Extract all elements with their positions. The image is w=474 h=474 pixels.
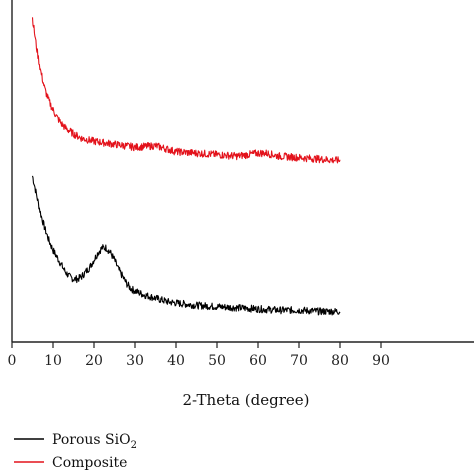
x-tick-label-30: 30 <box>126 353 144 369</box>
x-ticks: 0 10 20 30 40 50 60 70 80 90 <box>8 342 390 369</box>
x-tick-label-50: 50 <box>208 353 226 369</box>
x-tick-label-10: 10 <box>44 353 62 369</box>
x-tick-label-20: 20 <box>85 353 103 369</box>
legend: Porous SiO2 Composite <box>14 432 137 471</box>
x-tick-label-40: 40 <box>167 353 185 369</box>
legend-label-porous-sio2: Porous SiO2 <box>52 432 137 451</box>
series-group <box>31 17 341 316</box>
x-tick-label-0: 0 <box>8 353 17 369</box>
legend-label-porous-sio2-subscript: 2 <box>131 440 137 451</box>
legend-item-composite: Composite <box>14 455 127 471</box>
x-axis-title: 2-Theta (degree) <box>182 391 309 409</box>
series-line-composite <box>31 17 341 164</box>
plot-frame <box>11 0 474 343</box>
legend-item-porous-sio2: Porous SiO2 <box>14 432 137 451</box>
legend-label-composite: Composite <box>52 455 127 471</box>
legend-label-porous-sio2-main: Porous SiO <box>52 432 131 448</box>
x-tick-label-60: 60 <box>249 353 267 369</box>
x-tick-label-90: 90 <box>372 353 390 369</box>
x-tick-label-70: 70 <box>290 353 308 369</box>
series-line-porous-sio2 <box>31 175 341 316</box>
x-tick-label-80: 80 <box>331 353 349 369</box>
